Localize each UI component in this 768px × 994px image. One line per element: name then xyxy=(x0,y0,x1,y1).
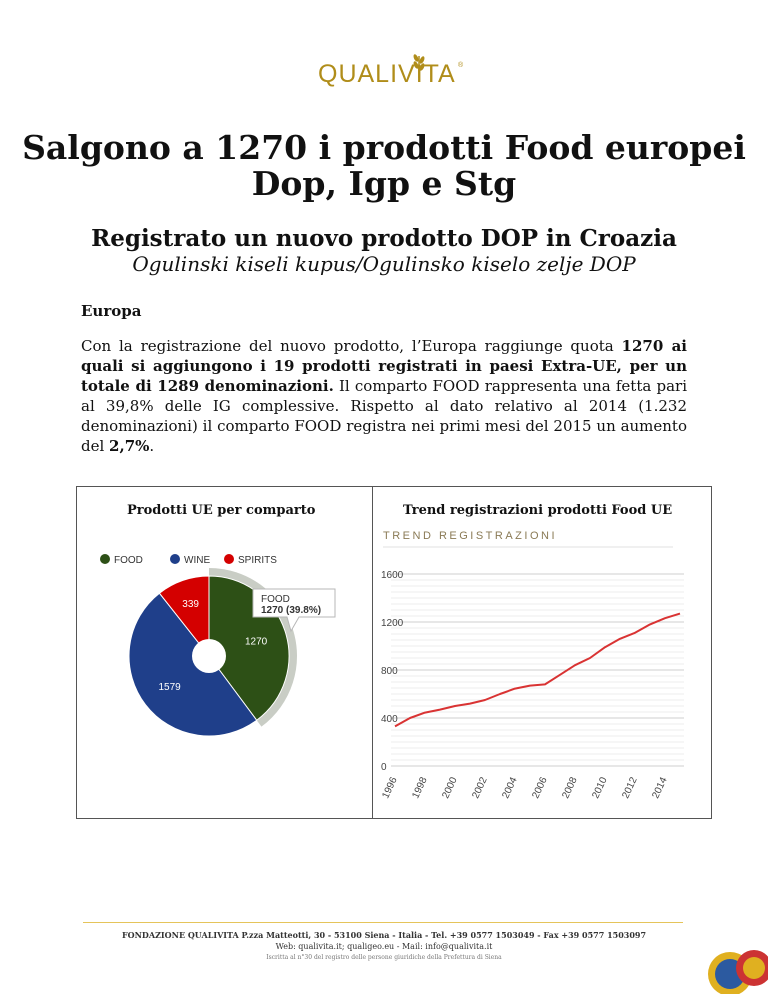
trend-line-chart: TREND REGISTRAZIONI 0 400 800 1200 1600 1996… xyxy=(380,530,684,800)
pie-tooltip: FOOD 1270 (39.8%) xyxy=(252,588,336,633)
x-tick-label: 2010 xyxy=(590,775,610,800)
legend-marker-spirits xyxy=(224,554,234,564)
pie-label-wine: 1579 xyxy=(158,682,181,693)
tooltip-name: FOOD xyxy=(261,594,290,605)
footer: FONDAZIONE QUALIVITA P.zza Matteotti, 30… xyxy=(0,930,768,963)
pie-label-food: 1270 xyxy=(245,636,268,647)
x-tick-label: 2000 xyxy=(440,775,460,800)
trend-chart-title: TREND REGISTRAZIONI xyxy=(383,530,557,542)
para-text-1: Con la registrazione del nuovo prodotto,… xyxy=(81,337,622,355)
body-paragraph: Con la registrazione del nuovo prodotto,… xyxy=(81,336,687,456)
legend-marker-wine xyxy=(170,554,180,564)
tooltip-value: 1270 (39.8%) xyxy=(261,605,321,616)
qualivita-logo: QUALIVITA ® xyxy=(318,50,488,100)
wheat-icon xyxy=(413,54,425,78)
pie-slice-wine xyxy=(128,592,258,737)
page-title: Salgono a 1270 i prodotti Food europei D… xyxy=(22,128,746,203)
y-tick-label: 400 xyxy=(381,714,398,725)
pie-legend: FOOD WINE SPIRITS xyxy=(100,554,277,566)
y-tick-label: 800 xyxy=(381,666,398,677)
pie-slice-spirits xyxy=(158,575,210,658)
para-bold-1: 1270 ai quali si aggiungono i 19 prodott… xyxy=(81,337,688,395)
x-tick-label: 2004 xyxy=(500,775,520,800)
left-panel-title: Prodotti UE per comparto xyxy=(127,503,316,518)
x-tick-label: 2014 xyxy=(650,775,670,800)
trend-line xyxy=(394,612,681,728)
x-tick-label: 2008 xyxy=(560,775,580,800)
pie-label-spirits: 339 xyxy=(182,599,199,610)
section-heading: Europa xyxy=(81,302,142,320)
trend-grid xyxy=(391,573,684,767)
footer-web: Web: qualivita.it; qualigeo.eu - Mail: i… xyxy=(275,942,493,951)
y-tick-label: 1600 xyxy=(381,570,404,581)
dop-igp-seals-icon xyxy=(708,950,768,994)
legend-label-food: FOOD xyxy=(114,555,143,566)
x-tick-label: 2012 xyxy=(620,775,640,800)
footer-registry: Iscritta al n°30 del registro delle pers… xyxy=(266,954,502,961)
para-text-3: . xyxy=(149,437,155,455)
panel-divider xyxy=(372,487,373,818)
pie-slice-labels: 1270 1579 339 xyxy=(158,599,267,693)
pie-hole xyxy=(192,639,226,673)
x-tick-label: 1996 xyxy=(380,775,400,800)
pie-chart: FOOD WINE SPIRITS 1270 1579 339 FOOD 1270 (3… xyxy=(100,554,336,737)
product-name: Ogulinski kiseli kupus/Ogulinsko kiselo … xyxy=(132,252,636,276)
legend-label-spirits: SPIRITS xyxy=(238,555,277,566)
footer-rule xyxy=(83,922,683,923)
trend-x-ticks: 1996 1998 2000 2002 2004 2006 2008 2010 2012 2014 xyxy=(380,775,670,800)
footer-address: FONDAZIONE QUALIVITA P.zza Matteotti, 30… xyxy=(121,930,647,940)
y-tick-label: 1200 xyxy=(381,618,404,629)
x-tick-label: 2002 xyxy=(470,775,490,800)
legend-label-wine: WINE xyxy=(184,555,210,566)
y-tick-label: 0 xyxy=(381,762,387,773)
legend-marker-food xyxy=(100,554,110,564)
trend-y-ticks: 0 400 800 1200 1600 xyxy=(381,570,404,773)
right-panel-title: Trend registrazioni prodotti Food UE xyxy=(403,503,673,518)
x-tick-label: 2006 xyxy=(530,775,550,800)
logo-trademark: ® xyxy=(458,62,464,69)
x-tick-label: 1998 xyxy=(410,775,430,800)
trend-series xyxy=(394,612,681,728)
para-text-2: Il comparto FOOD rappresenta una fetta p… xyxy=(81,377,687,455)
logo-text: QUALIVITA xyxy=(318,60,456,88)
page-subtitle: Registrato un nuovo prodotto DOP in Croa… xyxy=(91,225,677,252)
para-bold-2: 2,7% xyxy=(109,437,150,455)
charts-panel: Prodotti UE per comparto Trend registraz… xyxy=(76,486,712,819)
